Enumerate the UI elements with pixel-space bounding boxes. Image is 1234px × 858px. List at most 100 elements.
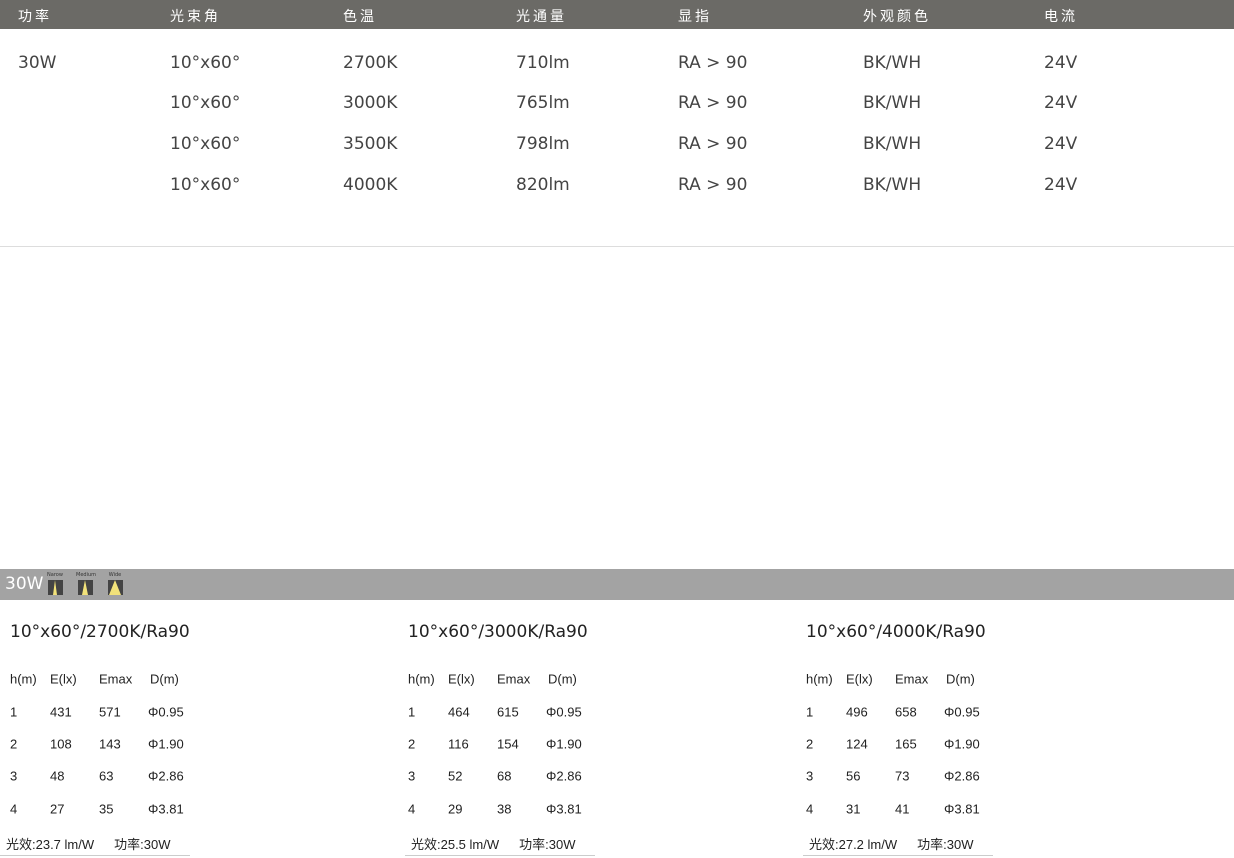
table-cell: 31 (846, 801, 861, 817)
table-cell: RA > 90 (678, 53, 748, 73)
table-cell: 38 (497, 801, 512, 817)
table-cell: 1 (806, 704, 814, 720)
table-cell: 2 (806, 736, 814, 752)
column-header: E(lx) (50, 671, 77, 687)
beam-wide-icon: Wide (106, 572, 124, 595)
table-cell: 496 (846, 704, 868, 720)
column-header: 光束角 (170, 9, 221, 25)
table-cell: Φ1.90 (546, 736, 582, 752)
table-cell: RA > 90 (678, 175, 748, 195)
table-cell: 24V (1044, 175, 1078, 195)
panel-footer: 光效:25.5 lm/W 功率:30W (405, 834, 595, 856)
table-cell: 431 (50, 704, 72, 720)
efficacy: 光效:23.7 lm/W (6, 837, 95, 852)
column-header: Emax (895, 671, 929, 687)
table-cell: 73 (895, 768, 910, 784)
panel-title: 10°x60°/3000K/Ra90 (408, 622, 588, 642)
photometry-bar: 30W Narow Medium Wide (0, 569, 1234, 600)
column-header: h(m) (408, 671, 435, 687)
table-cell: 4 (10, 801, 18, 817)
column-header: 光通量 (516, 9, 567, 25)
beam-narrow-icon: Narow (46, 572, 64, 595)
table-cell: Φ3.81 (944, 801, 980, 817)
table-cell: 615 (497, 704, 519, 720)
column-header: D(m) (946, 671, 975, 687)
table-cell: 41 (895, 801, 910, 817)
table-cell: 154 (497, 736, 519, 752)
column-header: 显指 (678, 9, 712, 25)
panel-title: 10°x60°/4000K/Ra90 (806, 622, 986, 642)
table-cell: 3 (10, 768, 18, 784)
table-cell: RA > 90 (678, 134, 748, 154)
table-cell: Φ2.86 (944, 768, 980, 784)
table-cell: Φ1.90 (148, 736, 184, 752)
panel-footer: 光效:23.7 lm/W 功率:30W (0, 834, 190, 856)
bar-power: 30W (5, 574, 44, 594)
table-cell: 24V (1044, 134, 1078, 154)
column-header: D(m) (150, 671, 179, 687)
power-value: 30W (18, 53, 57, 73)
table-cell: 29 (448, 801, 463, 817)
table-cell: BK/WH (863, 93, 922, 113)
table-cell: Φ2.86 (546, 768, 582, 784)
table-cell: 116 (448, 736, 469, 752)
panel-title: 10°x60°/2700K/Ra90 (10, 622, 190, 642)
panel-footer: 光效:27.2 lm/W 功率:30W (803, 834, 993, 856)
table-cell: 765lm (516, 93, 570, 113)
table-cell: 10°x60° (170, 53, 241, 73)
table-cell: Φ2.86 (148, 768, 184, 784)
column-header: Emax (497, 671, 531, 687)
column-header: Emax (99, 671, 133, 687)
beam-medium-icon: Medium (76, 572, 96, 595)
photometry-panel: 10°x60°/2700K/Ra90 h(m) E(lx) Emax D(m) 1 431 5… (0, 600, 400, 858)
table-cell: 2 (408, 736, 416, 752)
efficacy: 光效:25.5 lm/W (411, 837, 500, 852)
table-cell: 10°x60° (170, 134, 241, 154)
table-cell: 35 (99, 801, 114, 817)
panel-power: 功率:30W (114, 837, 171, 852)
table-cell: 658 (895, 704, 917, 720)
column-header: h(m) (806, 671, 833, 687)
table-cell: 56 (846, 768, 861, 784)
table-cell: 27 (50, 801, 65, 817)
table-cell: 2 (10, 736, 18, 752)
table-cell: BK/WH (863, 175, 922, 195)
table-cell: 2700K (343, 53, 398, 73)
column-header: E(lx) (846, 671, 873, 687)
table-cell: 3500K (343, 134, 398, 154)
table-cell: 798lm (516, 134, 570, 154)
table-cell: 1 (10, 704, 18, 720)
table-cell: 68 (497, 768, 512, 784)
table-cell: 820lm (516, 175, 570, 195)
table-cell: 10°x60° (170, 93, 241, 113)
column-header: 功率 (18, 9, 52, 25)
column-header: 色温 (343, 9, 377, 25)
table-cell: Φ0.95 (546, 704, 582, 720)
table-cell: 4000K (343, 175, 398, 195)
table-cell: 10°x60° (170, 175, 241, 195)
table-cell: 24V (1044, 93, 1078, 113)
photometry-panel: 10°x60°/4000K/Ra90 h(m) E(lx) Emax D(m) 1 496 6… (796, 600, 1196, 858)
table-cell: RA > 90 (678, 93, 748, 113)
table-cell: 4 (806, 801, 814, 817)
column-header: h(m) (10, 671, 37, 687)
table-cell: 1 (408, 704, 416, 720)
table-cell: BK/WH (863, 134, 922, 154)
efficacy: 光效:27.2 lm/W (809, 837, 898, 852)
column-header: E(lx) (448, 671, 475, 687)
table-cell: Φ0.95 (944, 704, 980, 720)
table-cell: 63 (99, 768, 114, 784)
table-cell: 464 (448, 704, 470, 720)
table-cell: Φ3.81 (546, 801, 582, 817)
table-cell: 710lm (516, 53, 570, 73)
column-header: 外观颜色 (863, 9, 931, 25)
table-cell: Φ3.81 (148, 801, 184, 817)
panel-power: 功率:30W (917, 837, 974, 852)
table-cell: 124 (846, 736, 868, 752)
spec-table-header: 功率 光束角 色温 光通量 显指 外观颜色 电流 (0, 0, 1234, 29)
table-cell: 108 (50, 736, 72, 752)
table-cell: 165 (895, 736, 917, 752)
photometry-panel: 10°x60°/3000K/Ra90 h(m) E(lx) Emax D(m) 1 464 6… (398, 600, 798, 858)
table-cell: 4 (408, 801, 416, 817)
table-cell: 143 (99, 736, 121, 752)
